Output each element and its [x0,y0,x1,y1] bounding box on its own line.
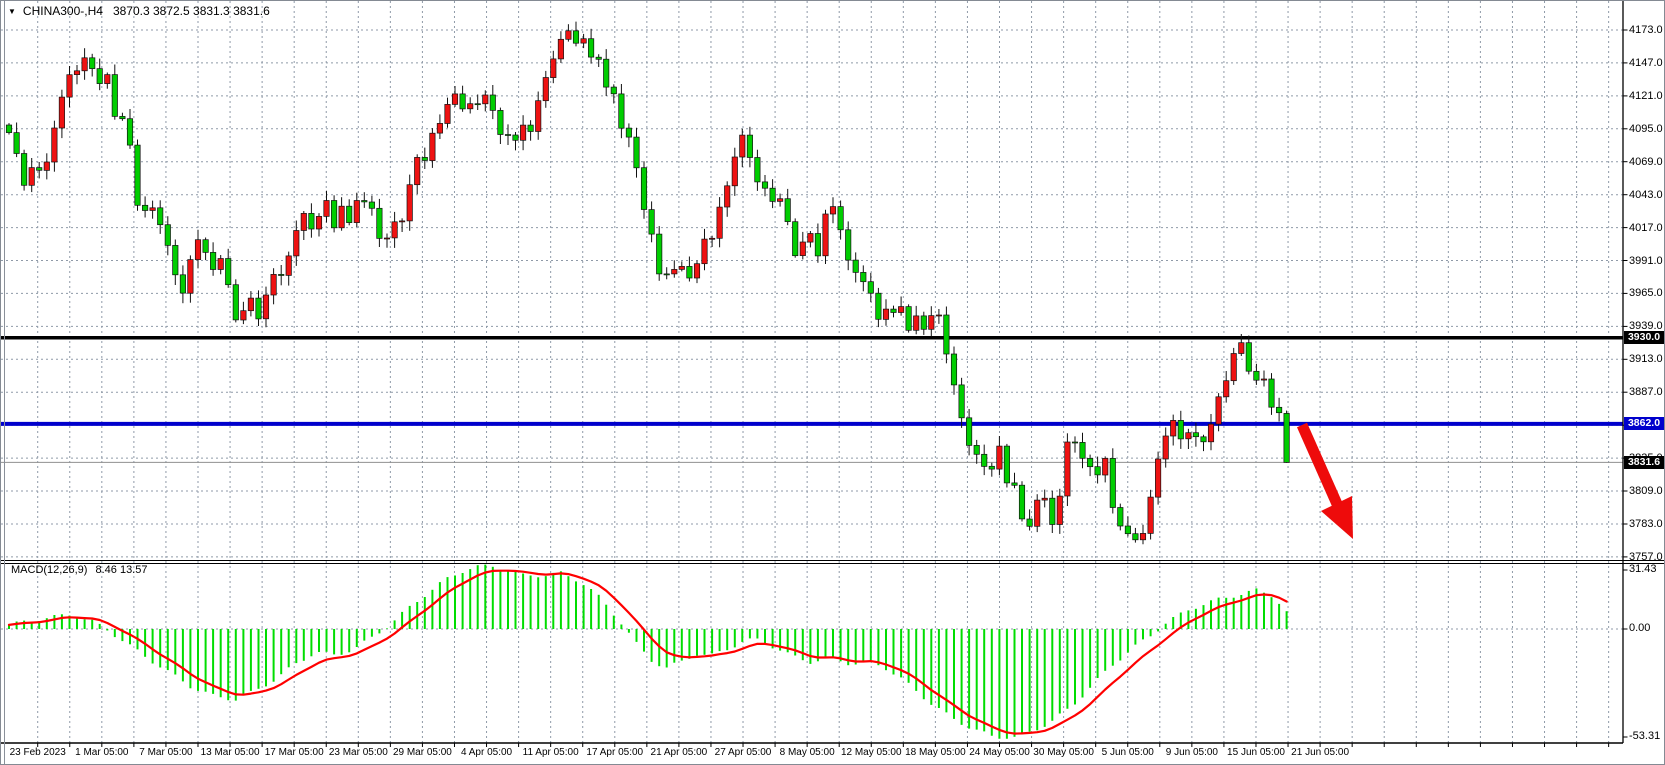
time-axis-label: 27 Apr 05:00 [714,747,772,758]
price-axis-label: 4147.0 [1629,56,1663,69]
price-axis-label: 3913.0 [1629,353,1663,366]
price-axis-label: 3939.0 [1629,320,1663,333]
price-axis-label: 3991.0 [1629,254,1663,267]
time-axis-label: 11 Apr 05:00 [522,747,579,758]
time-axis-label: 4 Apr 05:00 [460,747,513,758]
price-axis-label: 3757.0 [1629,550,1663,563]
price-axis-label: 3965.0 [1629,287,1663,300]
price-axis-label: 4017.0 [1629,221,1663,234]
trend-arrow[interactable] [1296,422,1353,539]
macd-indicator-label: MACD(12,26,9) 8.46 13.57 [11,564,147,576]
time-axis-label: 21 Apr 05:00 [650,747,708,758]
candles [5,21,1290,545]
time-axis-label: 8 May 05:00 [779,747,835,758]
macd-scale-max: 31.43 [1629,563,1657,575]
time-axis-label: 30 May 05:00 [1033,747,1094,758]
time-axis-label: 23 Feb 2023 [9,747,66,758]
macd-indicator-name: MACD(12,26,9) [11,564,88,576]
macd-scale-zero: 0.00 [1629,622,1651,634]
axes [1,1,1628,747]
time-axis-label: 17 Apr 05:00 [586,747,644,758]
time-axis-label: 17 Mar 05:00 [264,747,324,758]
time-axis-label: 9 Jun 05:00 [1165,747,1218,758]
time-axis-label: 29 Mar 05:00 [392,747,452,758]
time-axis-label: 1 Mar 05:00 [75,747,129,758]
chart-title: ▼ CHINA300-,H4 3870.3 3872.5 3831.3 3831… [8,3,270,19]
ohlc-values: 3870.3 3872.5 3831.3 3831.6 [112,4,270,18]
time-axis-label: 13 Mar 05:00 [200,747,260,758]
time-axis-label: 21 Jun 05:00 [1291,747,1350,758]
symbol-dropdown-icon[interactable]: ▼ [8,6,16,16]
resistance-price-tag[interactable]: 3930.0 [1624,331,1664,344]
price-axis-label: 3887.0 [1629,386,1663,399]
macd-indicator-values: 8.46 13.57 [95,564,148,576]
price-axis-label: 3809.0 [1629,485,1663,498]
time-axis-label: 24 May 05:00 [969,747,1030,758]
price-axis-label: 4173.0 [1629,24,1663,36]
time-axis-label: 18 May 05:00 [905,747,966,758]
symbol-period-label: CHINA300-,H4 [22,4,103,18]
last-price-tag: 3831.6 [1624,456,1664,469]
price-axis-label: 4121.0 [1629,89,1663,102]
support-price-tag[interactable]: 3862.0 [1624,417,1664,430]
macd-signal-line [7,569,1288,735]
price-axis-label: 4095.0 [1629,122,1663,135]
panel-separator[interactable] [1,560,1665,564]
gridlines [1,1,1623,743]
time-axis-label: 15 Jun 05:00 [1227,747,1285,758]
window-left-edge [4,1,5,764]
price-axis-label: 3783.0 [1629,517,1663,530]
time-axis-label: 12 May 05:00 [840,747,902,758]
price-axis-label: 4043.0 [1629,188,1663,201]
time-axis-label: 7 Mar 05:00 [139,747,193,758]
price-axis-label: 4069.0 [1629,155,1663,168]
time-axis-label: 23 Mar 05:00 [328,747,388,758]
time-axis-label: 5 Jun 05:00 [1101,747,1154,758]
macd-histogram [8,564,1288,739]
macd-scale-min: -53.31 [1629,730,1661,742]
